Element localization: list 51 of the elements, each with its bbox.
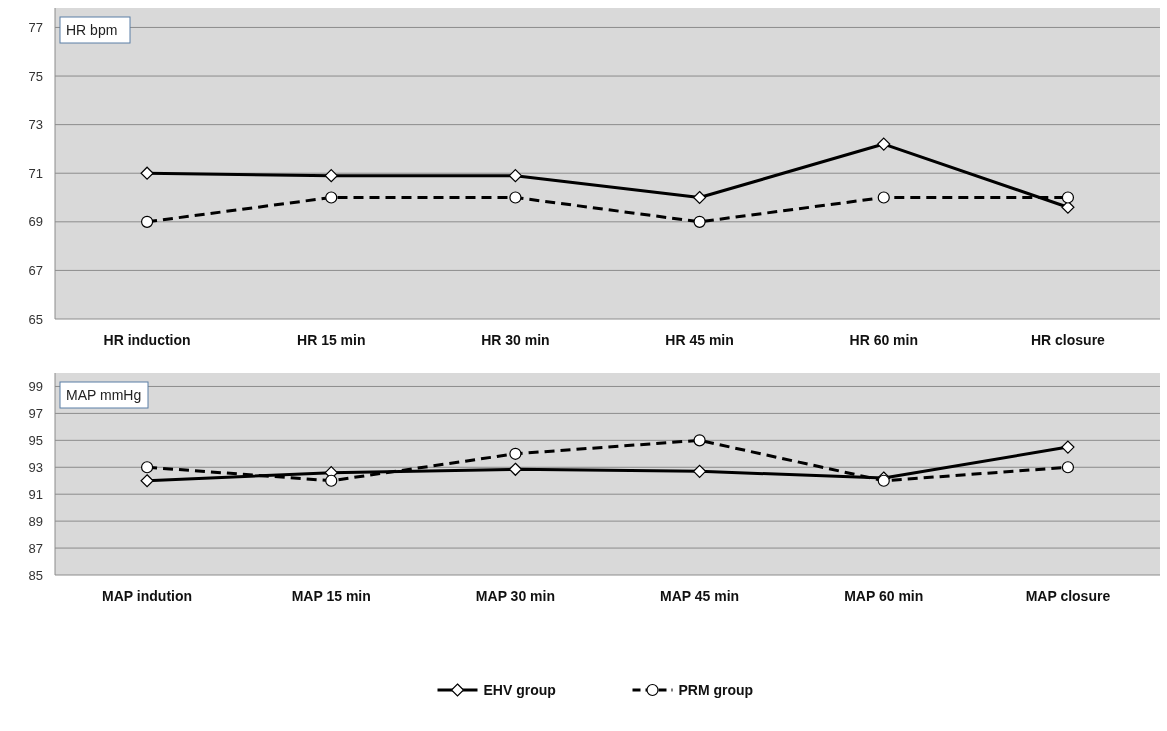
- point: [877, 137, 891, 151]
- y-axis-title: MAP mmHg: [66, 387, 142, 403]
- x-tick-label: MAP indution: [102, 588, 193, 604]
- point: [325, 191, 338, 204]
- x-tick-label: MAP 30 min: [475, 588, 555, 604]
- point: [693, 215, 706, 228]
- x-tick-label: HR induction: [103, 332, 191, 348]
- x-tick-label: HR 30 min: [481, 332, 550, 348]
- y-tick-label: 91: [28, 486, 43, 502]
- y-tick-label: 77: [28, 19, 43, 35]
- point: [508, 462, 523, 476]
- y-tick-label: 97: [28, 405, 43, 421]
- point: [1061, 461, 1075, 474]
- x-tick-label: HR closure: [1030, 332, 1106, 348]
- point: [325, 474, 338, 487]
- x-tick-label: MAP 45 min: [660, 588, 740, 604]
- x-tick-label: HR 15 min: [297, 332, 366, 348]
- point: [140, 166, 154, 180]
- point: [692, 464, 707, 478]
- point: [140, 461, 154, 474]
- y-tick-label: 93: [28, 459, 43, 475]
- x-tick-label: HR 45 min: [665, 332, 734, 348]
- y-tick-label: 89: [28, 513, 43, 529]
- point: [693, 434, 706, 447]
- point: [140, 215, 154, 228]
- legend-label: PRM group: [678, 681, 754, 698]
- y-tick-label: 69: [28, 214, 43, 230]
- y-tick-label: 75: [28, 68, 43, 84]
- point: [1061, 191, 1075, 204]
- point: [509, 447, 522, 460]
- x-tick-label: MAP 15 min: [291, 588, 371, 604]
- x-tick-label: MAP closure: [1025, 588, 1111, 604]
- y-tick-label: 73: [28, 117, 43, 133]
- x-tick-label: HR 60 min: [849, 332, 918, 348]
- point: [508, 169, 523, 183]
- point: [324, 169, 338, 183]
- y-axis-title: HR bpm: [66, 22, 118, 38]
- y-tick-label: 95: [28, 432, 43, 448]
- x-tick-label: MAP 60 min: [844, 588, 924, 604]
- y-tick-label: 99: [28, 379, 43, 395]
- y-tick-label: 67: [28, 262, 43, 278]
- point: [509, 191, 522, 204]
- point: [877, 191, 890, 204]
- point: [1061, 440, 1075, 454]
- y-tick-label: 65: [28, 311, 43, 327]
- y-tick-label: 87: [28, 540, 43, 556]
- y-tick-label: 85: [28, 567, 43, 583]
- y-tick-label: 71: [28, 165, 43, 181]
- point: [140, 474, 154, 488]
- point: [692, 190, 707, 205]
- legend-label: EHV group: [483, 681, 556, 698]
